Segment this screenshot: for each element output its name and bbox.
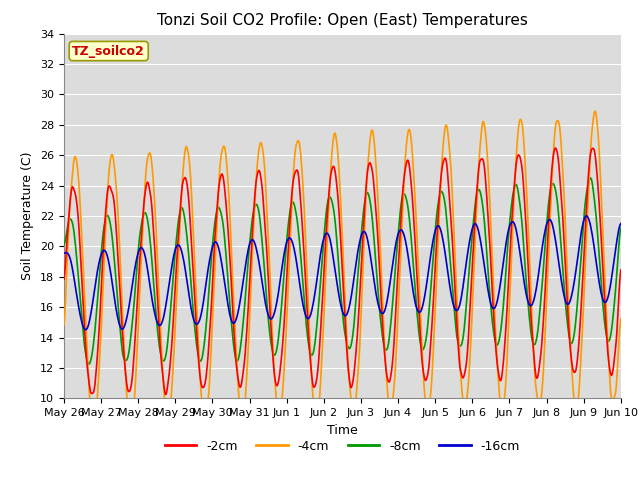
Title: Tonzi Soil CO2 Profile: Open (East) Temperatures: Tonzi Soil CO2 Profile: Open (East) Temp…: [157, 13, 528, 28]
Text: TZ_soilco2: TZ_soilco2: [72, 45, 145, 58]
Y-axis label: Soil Temperature (C): Soil Temperature (C): [22, 152, 35, 280]
X-axis label: Time: Time: [327, 424, 358, 437]
Legend: -2cm, -4cm, -8cm, -16cm: -2cm, -4cm, -8cm, -16cm: [160, 435, 525, 458]
